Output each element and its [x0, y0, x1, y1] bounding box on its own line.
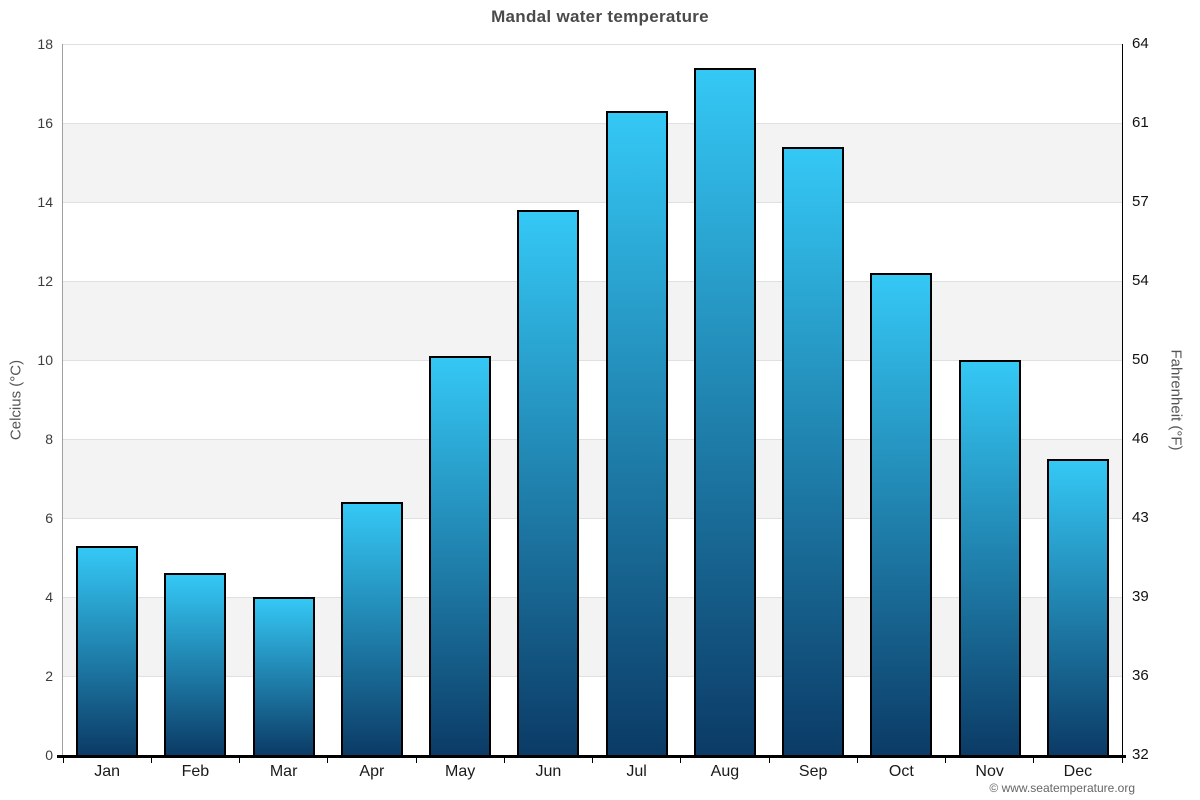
x-tick-label-feb: Feb: [181, 763, 210, 780]
bar-jul: [605, 111, 668, 755]
plot-area: 0 32 2 36 4 39 6 43 8 46 10 50 12 54 14 57 16 61 18 64 Jan Fe…: [37, 35, 1148, 780]
y-tick-label-fahrenheit: 57: [1132, 193, 1149, 210]
y-tick-label-celsius: 2: [45, 668, 53, 684]
y-tick-label-fahrenheit: 46: [1132, 430, 1149, 447]
gridline: [63, 281, 1122, 282]
x-axis-tick: [856, 758, 858, 763]
y-tick-label-celsius: 8: [45, 431, 53, 447]
x-tick-label-apr: Apr: [359, 763, 385, 780]
plot-band: [63, 676, 1122, 755]
x-tick-label-nov: Nov: [975, 763, 1004, 780]
y-axis-title-celsius: Celcius (°C): [7, 359, 25, 441]
y-tick-label-celsius: 10: [37, 352, 53, 368]
x-tick-label-dec: Dec: [1063, 763, 1093, 780]
y-tick-label-celsius: 6: [45, 510, 53, 526]
x-axis-tick: [239, 758, 240, 763]
gridline: [63, 123, 1122, 124]
x-tick-label-jan: Jan: [94, 763, 121, 780]
gridline: [63, 676, 1122, 677]
bar-apr: [340, 502, 403, 755]
y-tick-label-fahrenheit: 50: [1132, 351, 1149, 368]
plot-band: [63, 597, 1122, 676]
y-tick-label-fahrenheit: 39: [1132, 588, 1149, 605]
gridline: [63, 597, 1122, 598]
y-tick-label-fahrenheit: 32: [1132, 746, 1149, 763]
y-tick-label-celsius: 4: [45, 589, 53, 605]
bar-mar: [252, 597, 315, 755]
gridline: [63, 44, 1122, 45]
x-axis-tick: [503, 758, 505, 763]
y-tick-label-celsius: 16: [37, 115, 53, 131]
x-axis-tick: [415, 758, 417, 763]
y-tick-label-fahrenheit: 54: [1132, 272, 1149, 289]
bar-aug: [693, 67, 756, 755]
gridline: [63, 518, 1122, 519]
x-axis-tick: [150, 758, 152, 763]
y-tick-label-celsius: 12: [37, 273, 53, 289]
bar-oct: [870, 273, 933, 755]
y-tick-label-fahrenheit: 64: [1132, 35, 1149, 52]
copyright-text: © www.seatemperature.org: [989, 781, 1135, 795]
y-tick-label-celsius: 18: [37, 36, 53, 52]
x-tick-label-may: May: [445, 763, 476, 780]
x-axis-line: [57, 755, 1126, 758]
bar-dec: [1046, 458, 1109, 755]
plot-band: [63, 360, 1122, 439]
y-tick-label-celsius: 14: [37, 194, 53, 210]
bar-may: [429, 356, 492, 755]
y-tick-label-fahrenheit: 43: [1132, 509, 1149, 526]
x-axis-tick: [768, 758, 770, 763]
x-axis-tick: [327, 758, 329, 763]
bar-feb: [164, 573, 227, 755]
x-axis-tick: [62, 758, 64, 763]
bar-sep: [782, 146, 845, 755]
plot-band: [63, 123, 1122, 202]
plot-band: [63, 439, 1122, 518]
x-tick-label-jun: Jun: [535, 763, 562, 780]
x-tick-label-sep: Sep: [798, 763, 828, 780]
bar-jun: [517, 209, 580, 755]
y-axis-title-fahrenheit: Fahrenheit (°F): [1167, 349, 1185, 451]
x-tick-label-aug: Aug: [710, 763, 740, 780]
gridline: [63, 202, 1122, 203]
gridline: [63, 439, 1122, 440]
y-axis-line-right: [1122, 44, 1123, 755]
plot-band: [63, 202, 1122, 281]
chart-title: Mandal water temperature: [491, 7, 709, 26]
x-tick-label-oct: Oct: [888, 763, 914, 780]
y-axis-line-left: [62, 44, 63, 755]
plot-band: [63, 44, 1122, 123]
x-axis-tick: [1121, 758, 1123, 763]
x-axis-tick: [680, 758, 682, 763]
x-axis-tick: [1033, 758, 1035, 763]
y-tick-label-celsius: 0: [45, 747, 53, 763]
bar-nov: [958, 360, 1021, 755]
x-tick-label-jul: Jul: [626, 763, 647, 780]
x-tick-label-mar: Mar: [269, 763, 298, 780]
plot-band: [63, 518, 1122, 597]
y-tick-label-fahrenheit: 61: [1132, 114, 1149, 131]
gridline: [63, 360, 1122, 361]
x-axis-tick: [945, 758, 946, 763]
bar-jan: [76, 545, 139, 755]
y-tick-label-fahrenheit: 36: [1132, 667, 1149, 684]
plot-band: [63, 281, 1122, 360]
x-axis-tick: [592, 758, 593, 763]
